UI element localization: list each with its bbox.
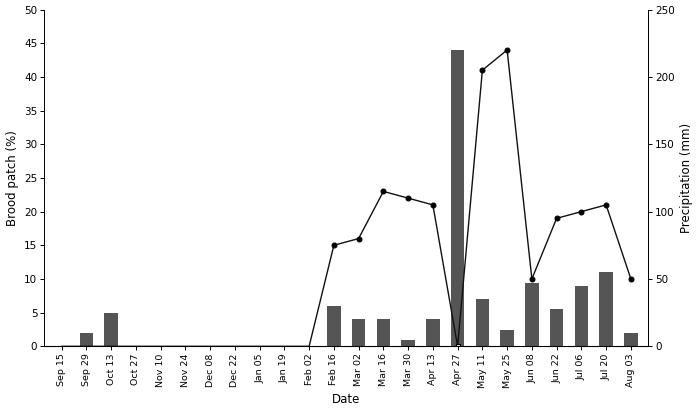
- X-axis label: Date: Date: [332, 393, 361, 407]
- Bar: [475, 299, 489, 346]
- Bar: [426, 319, 440, 346]
- Bar: [104, 313, 118, 346]
- Bar: [500, 330, 514, 346]
- Bar: [451, 50, 464, 346]
- Bar: [550, 309, 563, 346]
- Bar: [80, 333, 93, 346]
- Bar: [377, 319, 390, 346]
- Bar: [327, 306, 340, 346]
- Y-axis label: Brood patch (%): Brood patch (%): [6, 130, 19, 226]
- Y-axis label: Precipitation (mm): Precipitation (mm): [680, 123, 693, 233]
- Bar: [575, 286, 588, 346]
- Bar: [352, 319, 366, 346]
- Bar: [599, 272, 613, 346]
- Bar: [401, 339, 415, 346]
- Bar: [624, 333, 637, 346]
- Bar: [525, 283, 539, 346]
